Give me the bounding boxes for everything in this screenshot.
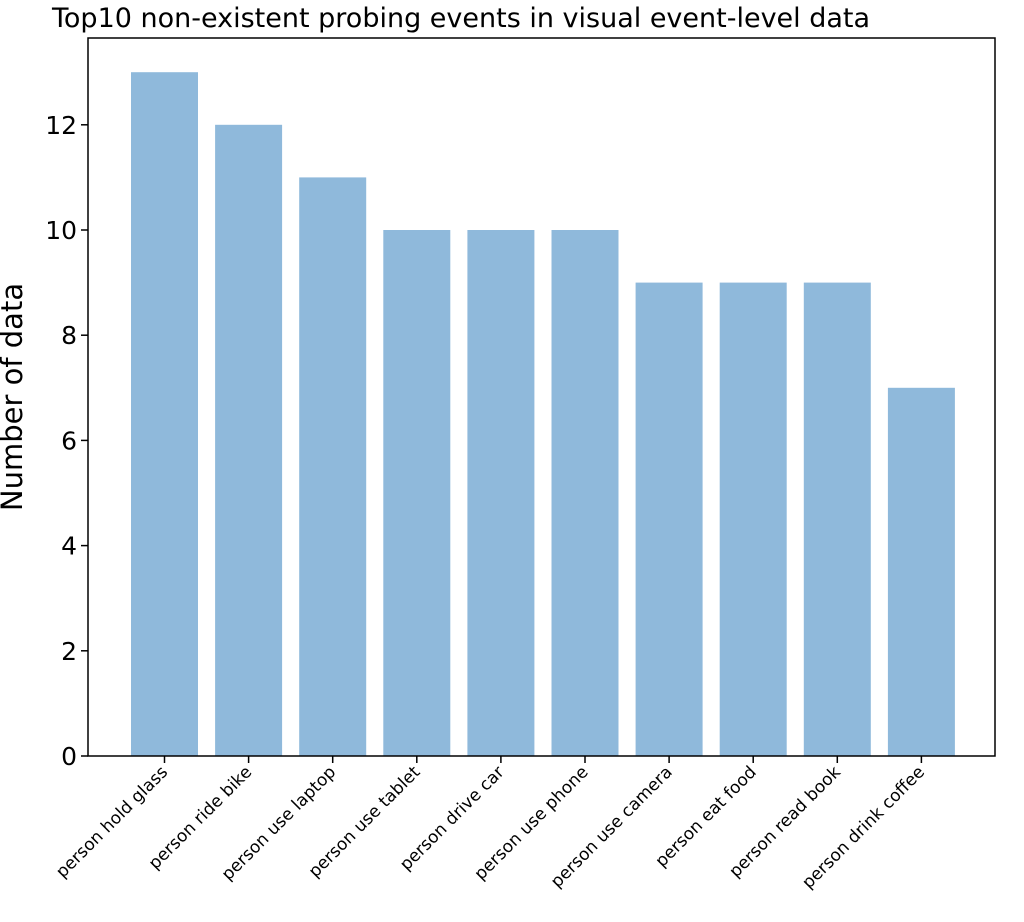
y-tick-label-1: 2	[61, 637, 77, 666]
bar-1	[215, 124, 283, 757]
bar-4	[467, 230, 535, 756]
y-tick-label-2: 4	[61, 532, 77, 561]
bar-7	[719, 282, 787, 756]
chart-title: Top10 non-existent probing events in vis…	[51, 3, 870, 34]
bars-group	[131, 72, 955, 757]
bar-0	[131, 72, 198, 756]
y-axis-label: Number of data	[0, 283, 29, 511]
bar-6	[635, 282, 703, 756]
y-tick-label-4: 8	[61, 321, 77, 350]
bar-2	[299, 177, 367, 756]
y-tick-label-6: 12	[45, 111, 77, 140]
y-tick-label-3: 6	[61, 426, 77, 455]
bar-5	[551, 230, 619, 756]
y-tick-label-5: 10	[45, 216, 77, 245]
bar-9	[887, 387, 955, 756]
y-axis-ticks: 0 2 4 6 8 10 12	[45, 111, 88, 771]
y-tick-label-0: 0	[61, 742, 77, 771]
bar-8	[803, 282, 871, 756]
bar-3	[383, 230, 451, 756]
plot-frame	[87, 37, 996, 757]
